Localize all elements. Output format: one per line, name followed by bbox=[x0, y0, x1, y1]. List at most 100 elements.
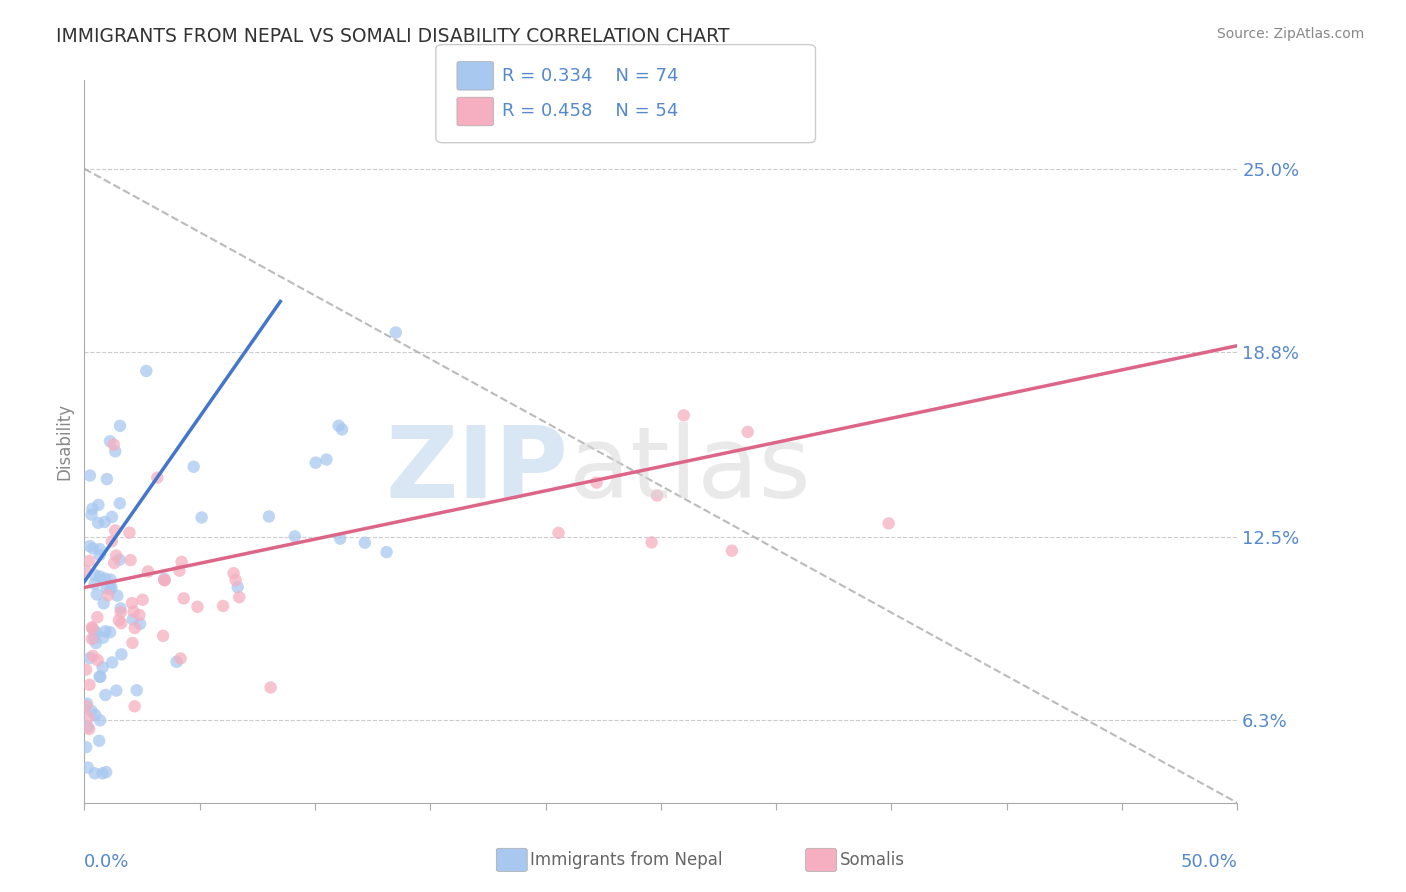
Point bbox=[169, 564, 191, 578]
Text: IMMIGRANTS FROM NEPAL VS SOMALI DISABILITY CORRELATION CHART: IMMIGRANTS FROM NEPAL VS SOMALI DISABILI… bbox=[56, 27, 730, 45]
Point bbox=[328, 418, 350, 433]
Point bbox=[672, 409, 695, 423]
Point bbox=[375, 545, 398, 559]
Point bbox=[120, 553, 142, 567]
Point bbox=[124, 699, 146, 714]
Point bbox=[82, 502, 104, 516]
Point bbox=[110, 648, 132, 662]
Text: Somalis: Somalis bbox=[839, 851, 904, 869]
Point bbox=[75, 699, 97, 714]
Point bbox=[94, 688, 117, 702]
Point bbox=[100, 582, 122, 597]
Text: 0.0%: 0.0% bbox=[84, 854, 129, 871]
Point bbox=[87, 498, 110, 512]
Point bbox=[80, 508, 103, 522]
Point bbox=[96, 765, 118, 780]
Point bbox=[89, 670, 111, 684]
Point bbox=[226, 580, 249, 594]
Point bbox=[169, 651, 191, 665]
Point bbox=[75, 564, 97, 578]
Point bbox=[108, 496, 131, 510]
Point bbox=[103, 556, 125, 570]
Point bbox=[284, 529, 307, 543]
Point bbox=[82, 648, 104, 663]
Point bbox=[640, 535, 662, 549]
Point bbox=[89, 714, 111, 728]
Point bbox=[124, 621, 146, 635]
Point bbox=[76, 760, 98, 774]
Text: Source: ZipAtlas.com: Source: ZipAtlas.com bbox=[1216, 27, 1364, 41]
Point bbox=[121, 636, 143, 650]
Point bbox=[97, 588, 120, 602]
Point bbox=[110, 616, 132, 631]
Point bbox=[83, 577, 105, 591]
Point bbox=[96, 472, 118, 486]
Point bbox=[121, 596, 143, 610]
Point bbox=[101, 656, 124, 670]
Point bbox=[77, 722, 100, 736]
Point bbox=[84, 625, 107, 640]
Point bbox=[86, 610, 108, 624]
Point bbox=[170, 555, 193, 569]
Point bbox=[100, 581, 122, 595]
Point bbox=[721, 543, 744, 558]
Point bbox=[98, 625, 121, 640]
Point bbox=[104, 524, 127, 538]
Point bbox=[108, 418, 131, 433]
Point bbox=[110, 605, 132, 619]
Point bbox=[315, 452, 337, 467]
Point bbox=[86, 587, 108, 601]
Point bbox=[225, 573, 247, 587]
Point bbox=[118, 525, 141, 540]
Point bbox=[173, 591, 195, 606]
Point bbox=[83, 632, 105, 646]
Point bbox=[153, 573, 176, 587]
Point bbox=[83, 766, 105, 780]
Point bbox=[212, 599, 235, 613]
Text: atlas: atlas bbox=[568, 422, 810, 519]
Point bbox=[259, 681, 281, 695]
Point bbox=[153, 572, 176, 586]
Point bbox=[104, 444, 127, 458]
Point bbox=[80, 632, 103, 646]
Point bbox=[329, 532, 352, 546]
Point bbox=[96, 581, 118, 595]
Point bbox=[79, 468, 101, 483]
Point bbox=[91, 766, 114, 780]
Point bbox=[105, 683, 128, 698]
Point bbox=[135, 364, 157, 378]
Point bbox=[75, 740, 97, 755]
Point bbox=[645, 489, 668, 503]
Point bbox=[121, 612, 143, 626]
Point bbox=[80, 704, 103, 718]
Point bbox=[89, 542, 111, 557]
Point bbox=[146, 470, 169, 484]
Point bbox=[89, 569, 111, 583]
Point bbox=[101, 510, 124, 524]
Point bbox=[77, 554, 100, 568]
Point bbox=[86, 653, 108, 667]
Point bbox=[384, 326, 406, 340]
Point bbox=[84, 636, 107, 650]
Point bbox=[153, 573, 176, 587]
Point bbox=[79, 678, 101, 692]
Text: R = 0.334    N = 74: R = 0.334 N = 74 bbox=[502, 67, 679, 85]
Point bbox=[76, 697, 98, 711]
Point bbox=[152, 629, 174, 643]
Text: 50.0%: 50.0% bbox=[1181, 854, 1237, 871]
Point bbox=[83, 623, 105, 637]
Point bbox=[136, 565, 159, 579]
Point bbox=[100, 573, 122, 587]
Point bbox=[877, 516, 900, 531]
Point bbox=[228, 591, 250, 605]
Point bbox=[79, 651, 101, 665]
Point bbox=[122, 605, 145, 619]
Point bbox=[125, 683, 148, 698]
Point bbox=[91, 631, 114, 645]
Point bbox=[87, 516, 110, 530]
Point bbox=[80, 620, 103, 634]
Point bbox=[94, 572, 117, 586]
Point bbox=[77, 720, 100, 734]
Point bbox=[108, 613, 131, 627]
Point bbox=[257, 509, 280, 524]
